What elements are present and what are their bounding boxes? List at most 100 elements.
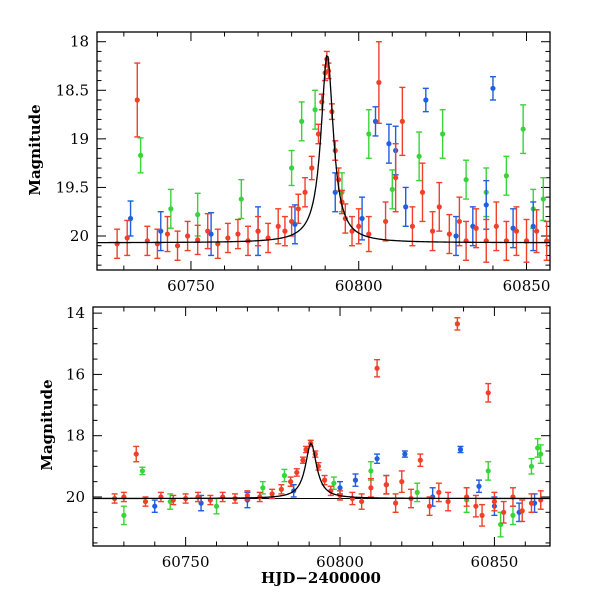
data-point	[389, 186, 395, 192]
data-point	[376, 79, 382, 86]
data-point	[393, 175, 399, 181]
data-point	[528, 463, 535, 469]
data-point	[510, 225, 516, 231]
data-point	[124, 235, 130, 241]
data-point	[426, 503, 433, 509]
data-point	[540, 196, 546, 202]
green-series	[137, 89, 547, 237]
bottom-panel-y-axis-label: Magnitude	[38, 379, 56, 470]
data-point	[473, 503, 479, 509]
data-point	[260, 485, 266, 491]
data-point	[238, 196, 244, 202]
data-point	[429, 228, 436, 234]
data-point	[152, 503, 158, 509]
data-point	[208, 231, 214, 237]
data-point	[490, 85, 496, 91]
y-tick-label: 14	[66, 304, 85, 322]
data-point	[519, 508, 525, 514]
data-point	[374, 365, 380, 371]
data-point	[374, 456, 380, 462]
x-tick-label: 60850	[503, 277, 551, 295]
data-point	[235, 231, 241, 237]
bottom-panel-model-curve	[93, 442, 550, 500]
y-tick-label: 18	[66, 427, 85, 445]
data-point	[530, 223, 536, 229]
data-point	[205, 228, 211, 234]
data-point	[493, 223, 499, 229]
y-tick-label: 18.5	[56, 81, 89, 99]
data-point	[295, 206, 301, 212]
data-point	[134, 97, 140, 103]
data-point	[281, 472, 288, 479]
data-point	[174, 243, 181, 249]
bottom-panel-y-tick-labels: 14 16 18 20	[66, 304, 85, 506]
data-point	[456, 218, 462, 225]
data-point	[491, 498, 498, 505]
data-point	[368, 485, 374, 491]
data-point	[503, 173, 509, 179]
data-point	[121, 512, 127, 518]
top-panel-series	[114, 41, 550, 263]
bottom-panel: 14 16 18 20 60750 60800 60850 Magnitude HJD−2…	[38, 304, 551, 587]
data-point	[520, 126, 526, 132]
data-point	[416, 153, 422, 159]
data-point	[225, 235, 231, 241]
data-point	[528, 500, 535, 506]
top-panel-y-tick-labels: 18 18.5 19 19.5 20	[56, 33, 89, 245]
data-point	[168, 206, 174, 212]
y-tick-label: 20	[66, 488, 85, 506]
x-tick-label: 60750	[162, 553, 210, 571]
data-point	[513, 228, 520, 234]
data-point	[533, 228, 540, 234]
y-tick-label: 19.5	[56, 178, 89, 196]
data-point	[288, 479, 294, 485]
y-tick-label: 20	[70, 227, 89, 245]
data-point	[349, 228, 355, 234]
top-panel-frame	[96, 31, 551, 271]
data-point	[315, 131, 322, 137]
data-point	[275, 223, 281, 229]
x-tick-label: 60750	[167, 277, 215, 295]
data-point	[331, 480, 337, 486]
data-point	[445, 498, 451, 505]
data-point	[294, 469, 300, 476]
data-point	[457, 446, 464, 453]
data-point	[483, 202, 489, 208]
data-point	[476, 483, 482, 489]
top-panel-ticks	[97, 31, 550, 270]
data-point	[359, 215, 365, 222]
data-point	[185, 233, 191, 239]
data-point	[417, 457, 423, 463]
top-panel-plot-area	[97, 41, 550, 263]
data-point	[402, 451, 408, 457]
data-point	[309, 165, 315, 171]
data-point	[269, 491, 275, 497]
data-point	[139, 468, 146, 474]
data-point	[440, 131, 446, 137]
x-tick-label: 60850	[471, 553, 519, 571]
data-point	[138, 152, 144, 158]
data-point	[414, 489, 420, 495]
data-point	[535, 445, 541, 451]
data-point	[454, 321, 460, 327]
x-tick-label: 60800	[316, 553, 364, 571]
data-point	[255, 228, 261, 234]
y-tick-label: 19	[70, 130, 89, 148]
data-point	[195, 212, 201, 218]
y-tick-label: 18	[70, 33, 89, 51]
data-point	[409, 223, 416, 229]
data-point	[213, 503, 220, 509]
data-point	[501, 509, 507, 515]
data-point	[352, 477, 359, 483]
x-tick-label: 60800	[335, 277, 383, 295]
data-point	[403, 204, 409, 210]
bottom-panel-ticks	[92, 307, 550, 546]
data-point	[366, 131, 372, 137]
bottom-panel-series	[111, 317, 544, 538]
data-point	[479, 512, 485, 518]
top-panel-x-tick-labels: 60750 60800 60850	[167, 277, 550, 295]
data-point	[538, 451, 544, 457]
data-point	[463, 177, 469, 183]
blue-series	[151, 445, 538, 523]
